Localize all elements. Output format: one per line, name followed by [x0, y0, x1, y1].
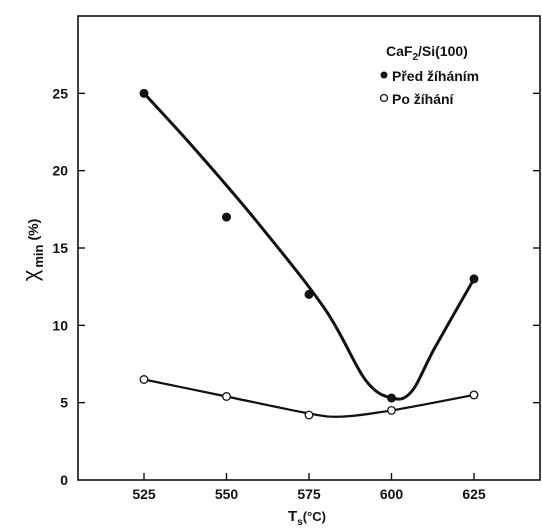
legend-entry-after: Po žíhání	[392, 91, 455, 107]
plot-frame	[77, 15, 541, 481]
data-point-before-annealing	[469, 274, 479, 284]
data-point-before-annealing	[139, 88, 149, 98]
data-point-after-annealing	[387, 405, 396, 415]
curve-before-annealing	[142, 91, 476, 401]
curve-after-annealing	[142, 378, 476, 418]
data-point-after-annealing	[222, 392, 231, 401]
legend-marker-open	[379, 93, 389, 103]
x-axis-label: Ts(°C)	[288, 508, 326, 528]
y-tick-label: 0	[60, 472, 68, 488]
legend: CaF2/Si(100) Před žíháním Po žíhání	[379, 43, 479, 107]
y-axis-label: χmin(%)	[18, 219, 46, 281]
legend-marker-filled	[380, 71, 388, 79]
x-tick-label: 600	[380, 486, 404, 502]
data-point-after-annealing	[304, 410, 314, 420]
y-axis-ticks: 0 5 10 15 20 25	[52, 85, 540, 488]
y-tick-label: 5	[60, 395, 68, 411]
y-tick-label: 10	[52, 317, 68, 333]
series-points	[139, 88, 479, 420]
data-point-before-annealing	[304, 289, 314, 299]
data-point-after-annealing	[469, 390, 479, 400]
x-tick-label: 550	[215, 486, 239, 502]
x-tick-label: 575	[297, 486, 321, 502]
x-axis-ticks: 525 550 575 600 625	[132, 473, 486, 502]
legend-entry-before: Před žíháním	[392, 68, 479, 84]
data-point-after-annealing	[139, 375, 149, 384]
y-tick-label: 25	[52, 85, 68, 101]
y-tick-label: 15	[52, 240, 68, 256]
legend-title: CaF2/Si(100)	[386, 43, 468, 63]
data-point-before-annealing	[387, 393, 396, 403]
x-tick-label: 525	[132, 486, 156, 502]
y-tick-label: 20	[52, 163, 68, 179]
x-tick-label: 625	[462, 486, 486, 502]
series-curves	[142, 91, 476, 418]
data-point-before-annealing	[222, 212, 231, 222]
